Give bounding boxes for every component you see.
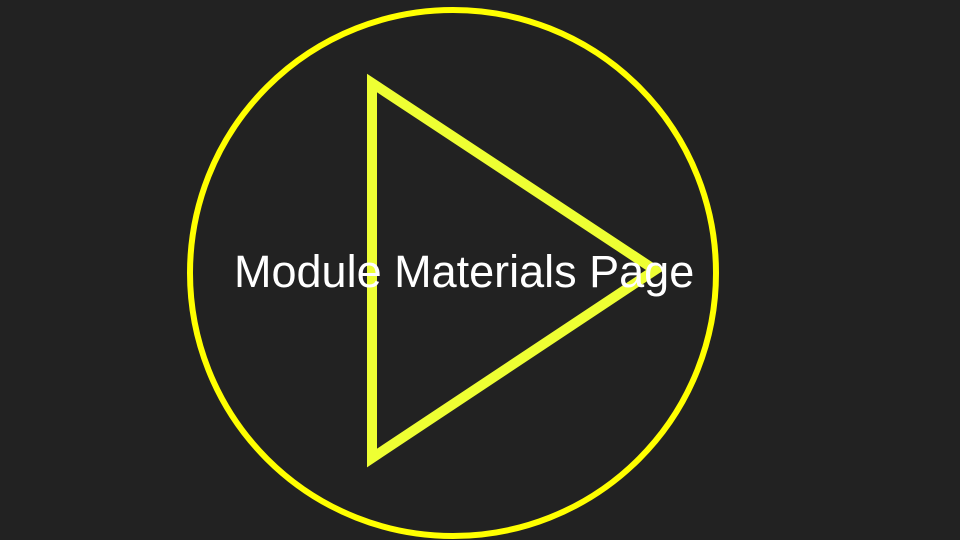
video-title: Module Materials Page — [234, 246, 695, 297]
play-icon-triangle — [367, 73, 665, 468]
play-icon-ring — [187, 7, 719, 539]
